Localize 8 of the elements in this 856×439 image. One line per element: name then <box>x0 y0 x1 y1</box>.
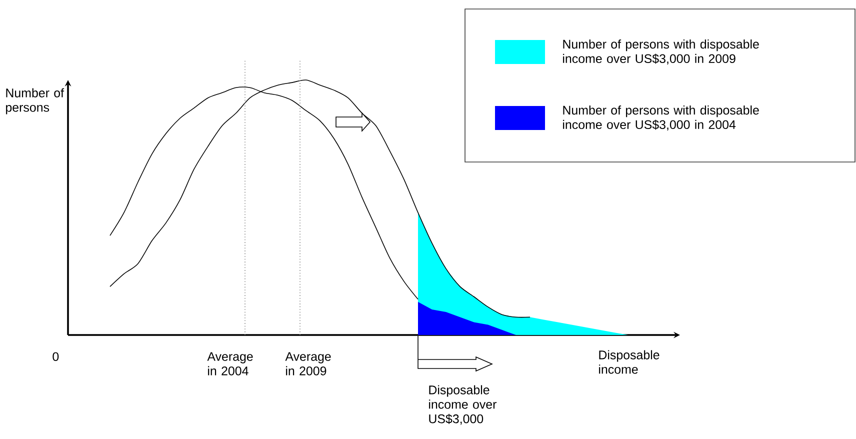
legend-label: Number of persons with disposable income over US$3,000 in 2004 <box>563 105 759 131</box>
x-axis-title: Disposable income <box>599 350 660 374</box>
text: 0 <box>52 352 59 362</box>
y-axis-title: Number of persons <box>6 88 64 114</box>
text: Average in 2004 <box>207 352 253 376</box>
text: Average in 2009 <box>285 352 331 376</box>
legend-label: Number of persons with disposable income over US$3,000 in 2009 <box>563 39 759 65</box>
text: Disposable income over US$3,000 <box>429 385 496 425</box>
